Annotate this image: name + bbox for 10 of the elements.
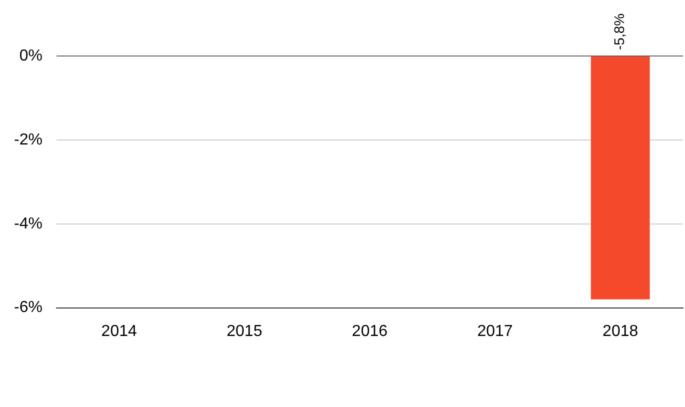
x-tick-label: 2015	[226, 322, 262, 340]
y-tick-label: -6%	[14, 299, 42, 316]
x-tick-label: 2018	[602, 322, 638, 340]
y-tick-label: -4%	[14, 215, 42, 232]
data-label: -5,8%	[611, 13, 628, 50]
x-tick-label: 2014	[101, 322, 138, 340]
y-tick-label: -2%	[14, 131, 42, 148]
y-tick-label: 0%	[19, 47, 42, 64]
x-tick-label: 2017	[477, 322, 513, 340]
x-tick-label: 2016	[352, 322, 388, 340]
